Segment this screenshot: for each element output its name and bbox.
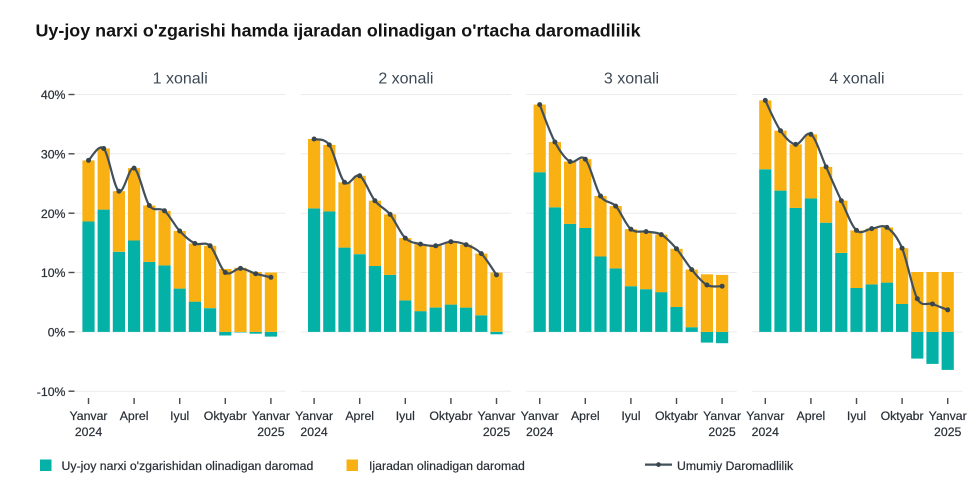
svg-text:Yanvar: Yanvar — [295, 409, 333, 423]
svg-text:Yanvar: Yanvar — [521, 409, 559, 423]
svg-text:Iyul: Iyul — [621, 409, 640, 423]
svg-text:Uy-joy narxi o'zgarishidan oli: Uy-joy narxi o'zgarishidan olinadigan da… — [62, 459, 314, 473]
svg-text:2024: 2024 — [526, 425, 554, 439]
svg-text:Yanvar: Yanvar — [929, 409, 967, 423]
svg-text:Yanvar: Yanvar — [69, 409, 107, 423]
svg-text:20%: 20% — [41, 207, 66, 221]
svg-text:Iyul: Iyul — [396, 409, 415, 423]
svg-text:Yanvar: Yanvar — [252, 409, 290, 423]
svg-text:2 xonali: 2 xonali — [378, 70, 433, 87]
svg-text:Uy-joy narxi o'zgarishi hamda: Uy-joy narxi o'zgarishi hamda ijaradan o… — [36, 20, 641, 40]
svg-text:3 xonali: 3 xonali — [604, 70, 659, 87]
svg-text:Oktyabr: Oktyabr — [881, 409, 924, 423]
svg-text:Aprel: Aprel — [571, 409, 600, 423]
svg-text:Aprel: Aprel — [797, 409, 826, 423]
svg-text:1 xonali: 1 xonali — [153, 70, 208, 87]
svg-text:Oktyabr: Oktyabr — [429, 409, 472, 423]
svg-text:Oktyabr: Oktyabr — [204, 409, 247, 423]
svg-text:30%: 30% — [41, 147, 66, 161]
svg-text:0%: 0% — [48, 326, 66, 340]
svg-text:40%: 40% — [41, 88, 66, 102]
svg-text:Yanvar: Yanvar — [746, 409, 784, 423]
svg-text:2025: 2025 — [483, 425, 511, 439]
svg-text:-10%: -10% — [37, 385, 66, 399]
svg-text:Umumiy Daromadlilik: Umumiy Daromadlilik — [677, 459, 794, 473]
svg-text:2024: 2024 — [75, 425, 103, 439]
svg-text:Iyul: Iyul — [170, 409, 189, 423]
svg-text:2025: 2025 — [257, 425, 285, 439]
svg-text:Yanvar: Yanvar — [703, 409, 741, 423]
svg-text:Ijaradan olinadigan daromad: Ijaradan olinadigan daromad — [369, 459, 525, 473]
svg-text:Yanvar: Yanvar — [477, 409, 515, 423]
svg-text:Oktyabr: Oktyabr — [655, 409, 698, 423]
svg-text:Iyul: Iyul — [847, 409, 866, 423]
svg-text:2025: 2025 — [934, 425, 962, 439]
svg-text:Aprel: Aprel — [345, 409, 374, 423]
svg-text:2024: 2024 — [300, 425, 328, 439]
svg-text:2024: 2024 — [752, 425, 780, 439]
svg-text:4 xonali: 4 xonali — [829, 70, 884, 87]
svg-text:2025: 2025 — [708, 425, 736, 439]
svg-text:Aprel: Aprel — [120, 409, 149, 423]
svg-text:10%: 10% — [41, 266, 66, 280]
